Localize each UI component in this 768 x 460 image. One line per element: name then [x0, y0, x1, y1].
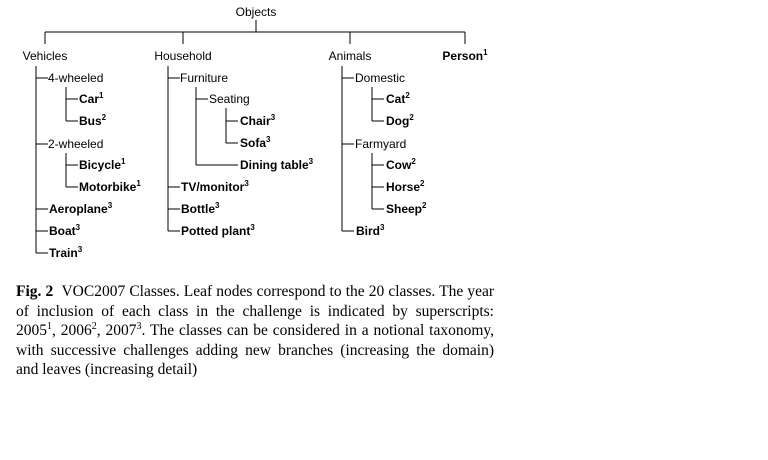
leaf-cat: Cat2	[386, 91, 410, 106]
leaf-car: Car1	[79, 91, 104, 106]
class-taxonomy-tree: Objects Vehicles Household Animals Perso…	[23, 5, 488, 260]
leaf-bicycle: Bicycle1	[79, 157, 126, 172]
leaf-boat: Boat3	[49, 223, 81, 238]
root-node: Objects	[236, 5, 277, 19]
leaf-bottle: Bottle3	[181, 201, 220, 216]
group-furniture: Furniture	[180, 71, 228, 85]
category-animals: Animals	[329, 49, 372, 63]
caption-text-3: , 2007	[96, 322, 137, 340]
leaf-motorbike: Motorbike1	[79, 179, 141, 194]
leaf-dog: Dog2	[386, 113, 414, 128]
leaf-potted-plant: Potted plant3	[181, 223, 255, 238]
category-vehicles: Vehicles	[23, 49, 68, 63]
group-farmyard: Farmyard	[355, 137, 406, 151]
figure-label: Fig. 2	[16, 283, 54, 300]
leaf-bus: Bus2	[79, 113, 107, 128]
leaf-train: Train3	[49, 245, 83, 260]
group-2-wheeled: 2-wheeled	[48, 137, 103, 151]
leaf-chair: Chair3	[240, 113, 276, 128]
leaf-tv-monitor: TV/monitor3	[181, 179, 249, 194]
caption-sup-2: 2	[91, 321, 97, 333]
leaf-cow: Cow2	[386, 157, 416, 172]
caption-text-1: VOC2007 Classes. Leaf nodes correspond t…	[16, 283, 494, 340]
group-domestic: Domestic	[355, 71, 405, 85]
category-household: Household	[154, 49, 211, 63]
caption-text-2: , 2006	[52, 322, 92, 340]
caption-sup-1: 1	[47, 321, 52, 333]
leaf-dining-table: Dining table3	[240, 157, 314, 172]
caption-sup-3: 3	[136, 321, 142, 333]
figure-caption: Fig. 2 VOC2007 Classes. Leaf nodes corre…	[16, 282, 494, 380]
leaf-aeroplane: Aeroplane3	[49, 201, 113, 216]
leaf-sheep: Sheep2	[386, 201, 427, 216]
caption-text-4: . The classes can be considered in a not…	[16, 322, 495, 379]
group-4-wheeled: 4-wheeled	[48, 71, 103, 85]
leaf-bird: Bird3	[356, 223, 385, 238]
group-seating: Seating	[209, 92, 250, 106]
leaf-person: Person1	[442, 48, 488, 63]
leaf-horse: Horse2	[386, 179, 425, 194]
leaf-sofa: Sofa3	[240, 135, 271, 150]
tree-connectors	[35, 20, 466, 254]
